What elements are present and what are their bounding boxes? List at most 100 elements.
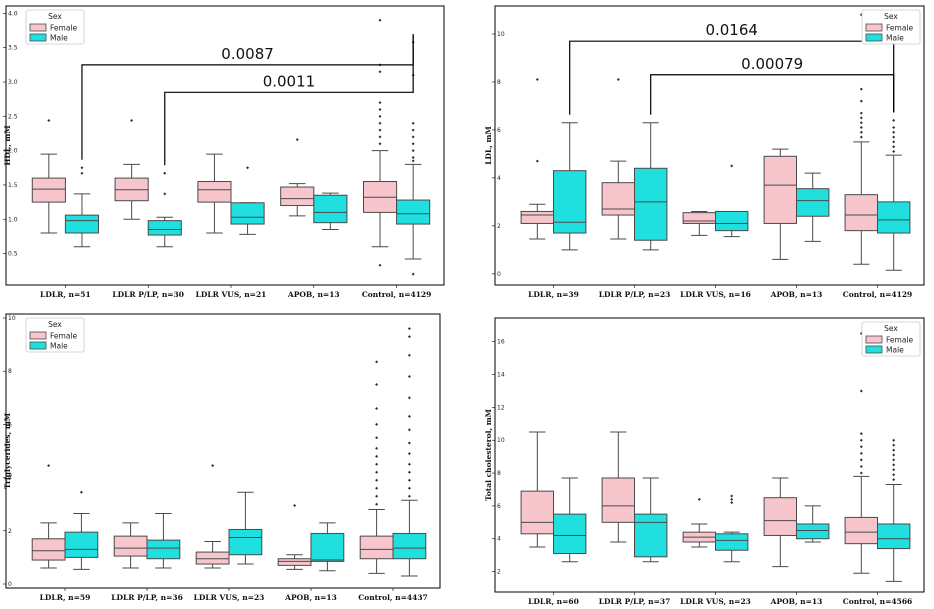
box-iqr <box>763 497 797 536</box>
box-iqr <box>392 532 427 560</box>
box-male <box>313 192 348 231</box>
outlier-point <box>407 375 411 379</box>
outlier-point <box>859 438 863 442</box>
outlier-point <box>407 414 411 418</box>
outlier-point <box>407 494 411 498</box>
y-tick-label: 14 <box>497 372 505 379</box>
x-tick-label: LDLR VUS, n=16 <box>680 290 751 299</box>
outlier-point <box>163 192 167 196</box>
legend-label-female: Female <box>886 24 914 33</box>
box-iqr <box>601 477 635 523</box>
outlier-point <box>892 130 896 134</box>
box-iqr <box>396 199 431 225</box>
y-tick-label: 4 <box>497 536 501 543</box>
box-male <box>634 122 668 251</box>
box-iqr <box>31 538 66 561</box>
box-iqr <box>634 167 668 241</box>
box-iqr <box>715 533 749 551</box>
box-iqr <box>634 513 668 558</box>
outlier-point <box>378 70 382 74</box>
x-tick-label: LDLR VUS, n=21 <box>196 290 267 299</box>
outlier-point <box>378 135 382 139</box>
y-tick-label: 16 <box>497 339 505 346</box>
outlier-point <box>892 135 896 139</box>
y-tick-label: 1.0 <box>8 216 18 223</box>
outlier-point <box>859 458 863 462</box>
y-tick-label: 6 <box>497 503 501 510</box>
y-tick-label: 8 <box>497 79 501 86</box>
p-value-label: 0.0011 <box>263 72 316 90</box>
box-iqr <box>195 551 230 565</box>
box-iqr <box>277 558 312 566</box>
outlier-point <box>411 159 415 163</box>
outlier-point <box>407 441 411 445</box>
outlier-point <box>892 468 896 472</box>
outlier-point <box>378 107 382 111</box>
y-tick-label: 2.0 <box>8 148 18 155</box>
outlier-point <box>375 436 379 440</box>
box-iqr <box>520 210 554 224</box>
outlier-point <box>859 99 863 103</box>
outlier-point <box>892 438 896 442</box>
outlier-point <box>375 470 379 474</box>
x-tick-label: LDLR VUS, n=23 <box>680 597 751 606</box>
legend-swatch-male <box>865 345 883 354</box>
box-iqr <box>877 523 911 550</box>
box-iqr <box>64 214 100 234</box>
box-male <box>396 40 431 276</box>
outlier-point <box>375 383 379 386</box>
box-iqr <box>64 531 99 558</box>
y-tick-label: 2.5 <box>8 113 18 120</box>
outlier-point <box>859 464 863 468</box>
outlier-point <box>892 458 896 462</box>
box-male <box>877 118 911 271</box>
chart-tg: 0 2 4 6 8 10 Triglycerides, mM LDLR, n=59 LDLR P… <box>3 313 441 602</box>
outlier-point <box>407 478 411 482</box>
box-male <box>392 327 427 577</box>
box-male <box>64 490 99 570</box>
box-female <box>277 504 312 570</box>
chart-hdl: 0.5 1.0 1.5 2.0 2.5 3.0 3.5 4.0 HDL, mM LDLR, n=5… <box>3 5 445 299</box>
x-tick-label: LDLR P/LP, n=30 <box>112 290 184 299</box>
box-male <box>796 172 830 242</box>
x-tick-label: Control, n=4437 <box>358 593 428 602</box>
box-female <box>682 497 716 548</box>
outlier-point <box>407 327 411 331</box>
outlier-point <box>730 501 734 505</box>
box-iqr <box>844 516 878 545</box>
plot-frame <box>494 5 925 286</box>
legend-label-male: Male <box>886 34 904 43</box>
legend-swatch-female <box>865 23 883 32</box>
outlier-point <box>411 149 415 153</box>
box-iqr <box>796 523 830 540</box>
box-female <box>844 13 878 265</box>
box-iqr <box>520 490 554 535</box>
box-female <box>113 522 148 569</box>
y-tick-label: 3.5 <box>8 45 18 52</box>
outlier-point <box>378 121 382 125</box>
box-male <box>64 166 100 248</box>
y-tick-label: 0 <box>8 581 12 588</box>
x-tick-label: APOB, n=13 <box>287 290 340 299</box>
legend-label-female: Female <box>886 336 914 345</box>
x-tick-label: APOB, n=13 <box>770 597 823 606</box>
significance-bracket <box>164 34 414 166</box>
box-iqr <box>844 194 878 232</box>
outlier-point <box>535 159 539 163</box>
y-tick-label: 8 <box>8 368 12 375</box>
y-tick-label: 2 <box>497 223 501 230</box>
box-iqr <box>553 513 587 555</box>
outlier-point <box>859 111 863 115</box>
y-tick-label: 8 <box>497 470 501 477</box>
outlier-point <box>730 497 734 501</box>
box-male <box>553 477 587 563</box>
x-tick-label: LDLR, n=51 <box>40 290 91 299</box>
y-axis-label: HDL, mM <box>3 125 12 165</box>
outlier-point <box>535 78 539 82</box>
legend-swatch-female <box>29 331 47 340</box>
outlier-point <box>411 272 415 276</box>
legend-title: Sex <box>48 12 62 21</box>
box-iqr <box>113 535 148 557</box>
